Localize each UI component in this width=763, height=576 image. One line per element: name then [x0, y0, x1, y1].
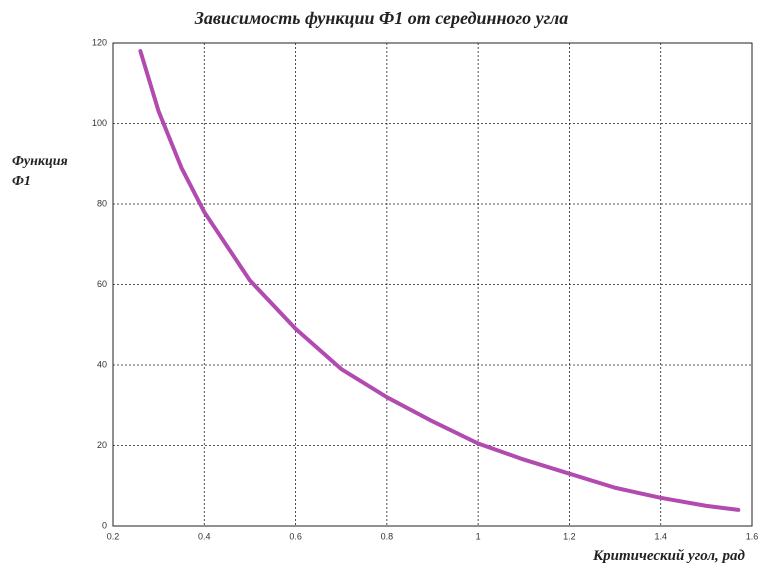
y-tick-label: 20 — [97, 440, 107, 450]
y-tick-label: 80 — [97, 198, 107, 208]
x-tick-label: 0.4 — [198, 531, 211, 541]
y-tick-label: 100 — [92, 118, 107, 128]
y-tick-label: 120 — [92, 37, 107, 47]
y-axis-label: Функция Ф1 — [12, 154, 68, 189]
line-series — [138, 49, 741, 512]
x-tick-label: 1 — [476, 531, 481, 541]
chart-title: Зависимость функции Ф1 от серединного уг… — [194, 8, 569, 28]
x-tick-label: 1.6 — [746, 531, 759, 541]
y-tick-label: 60 — [97, 279, 107, 289]
x-tick-label: 0.6 — [289, 531, 302, 541]
x-axis-label: Критический угол, рад — [592, 548, 745, 564]
x-tick-label: 0.2 — [107, 531, 120, 541]
x-tick-label: 1.4 — [654, 531, 667, 541]
y-tick-label: 0 — [102, 520, 107, 530]
y-tick-label: 40 — [97, 359, 107, 369]
x-tick-label: 0.8 — [381, 531, 394, 541]
plot-frame — [112, 42, 753, 527]
x-tick-label: 1.2 — [563, 531, 576, 541]
